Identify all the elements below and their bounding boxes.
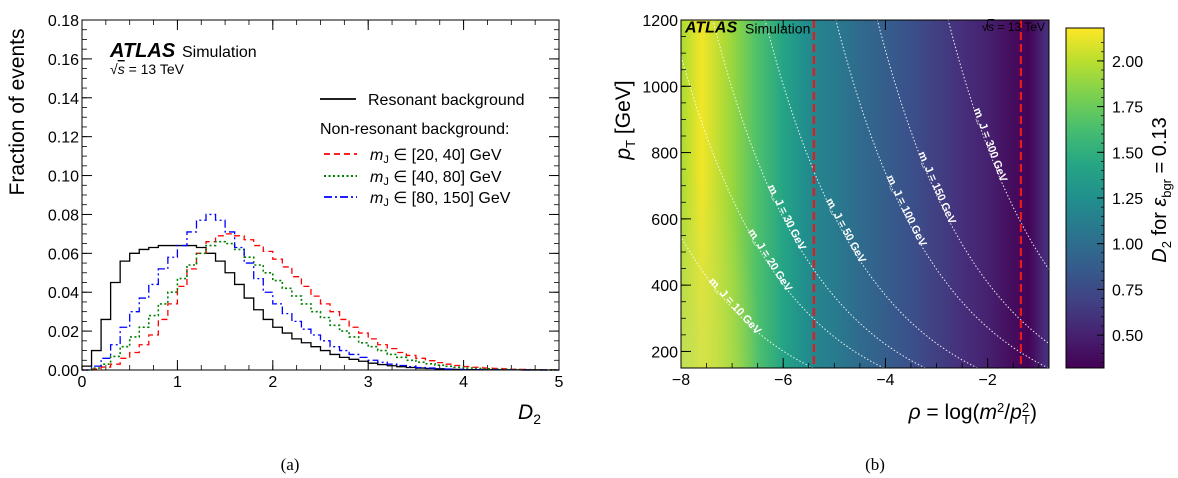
mass-contour — [835, 20, 1049, 368]
mass-contour — [764, 20, 978, 368]
colorbar-tick-label: 1.50 — [1112, 145, 1143, 162]
panel-b-atlas-label: ATLAS — [684, 19, 737, 36]
y-tick-label: 800 — [651, 146, 678, 163]
colorbar-tick-label: 2.00 — [1112, 54, 1143, 71]
y-tick-label: 0.10 — [48, 169, 79, 186]
mass-contour — [876, 20, 1049, 345]
panel-b-caption: (b) — [865, 455, 885, 474]
x-tick-label: −8 — [672, 372, 690, 389]
panel-a-caption: (a) — [281, 455, 300, 474]
panel-b-simulation-label: Simulation — [745, 20, 810, 36]
colorbar-tick-label: 1.25 — [1112, 191, 1143, 208]
mass-contour — [681, 235, 814, 368]
panel-a-simulation-label: Simulation — [182, 44, 257, 61]
x-tick-label: 4 — [459, 374, 468, 391]
series-line-0 — [81, 244, 559, 371]
panel-a-series — [81, 213, 559, 371]
series-line-1 — [82, 233, 559, 371]
y-tick-label: 0.02 — [48, 324, 79, 341]
y-tick-label: 0.18 — [48, 13, 79, 30]
colorbar-ticks: 0.50 0.75 1.00 1.25 1.50 1.75 2.00 — [1097, 42, 1143, 363]
panel-b-frame — [680, 19, 1050, 369]
panel-b-ticks: −8 −6 −4 −2 200 400 600 800 1000 1200 — [642, 13, 1040, 389]
y-tick-label: 400 — [651, 278, 678, 295]
legend-label-40-80: mJ ∈ [40, 80] GeV — [370, 169, 502, 188]
panel-b-cut-lines — [812, 20, 1022, 368]
heatmap-low-pt-shading — [681, 20, 821, 368]
panel-b-ylabel: pT [GeV] — [612, 80, 638, 160]
mass-contour — [681, 53, 885, 368]
y-tick-label: 0.04 — [48, 285, 79, 302]
x-tick-label: 0 — [78, 374, 87, 391]
x-tick-label: −6 — [774, 372, 792, 389]
x-tick-label: −2 — [979, 372, 997, 389]
x-tick-label: −4 — [876, 372, 894, 389]
legend-label-resonant: Resonant background — [368, 92, 525, 109]
y-tick-label: 0.16 — [48, 52, 79, 69]
colorbar-tick-label: 1.00 — [1112, 237, 1143, 254]
legend-label-20-40: mJ ∈ [20, 40] GeV — [370, 147, 502, 166]
panel-a-frame — [81, 19, 560, 371]
panel-a-histogram: 0 1 2 3 4 5 0.00 0.02 0.04 0.06 0.08 0.10 0.12 0.14 0.… — [6, 13, 564, 474]
y-tick-label: 600 — [651, 212, 678, 229]
y-tick-label: 0.08 — [48, 207, 79, 224]
y-tick-label: 0.00 — [48, 363, 79, 380]
y-tick-label: 0.06 — [48, 246, 79, 263]
x-tick-label: 2 — [268, 374, 277, 391]
panel-a-atlas-label: ATLAS — [109, 40, 176, 62]
panel-a-legend: Resonant background Non-resonant backgro… — [320, 92, 525, 209]
mass-contour — [712, 20, 926, 368]
y-tick-label: 1200 — [642, 13, 678, 30]
y-tick-label: 200 — [651, 344, 678, 361]
colorbar-tick-label: 1.75 — [1112, 100, 1143, 117]
legend-header-nonresonant: Non-resonant background: — [320, 121, 509, 138]
panel-b-xlabel: ρ = log(m2/p2 T) — [908, 400, 1037, 427]
panel-a-xlabel: D2 — [518, 401, 541, 427]
x-tick-label: 1 — [173, 374, 182, 391]
svg-text:√s = 13 TeV: √s = 13 TeV — [110, 61, 185, 77]
colorbar-label: D2 for εbgr = 0.13 — [1149, 117, 1174, 262]
panel-b-energy-label: √s = 13 TeV — [982, 20, 1045, 34]
x-tick-label: 5 — [555, 374, 564, 391]
y-tick-label: 1000 — [642, 79, 678, 96]
y-tick-label: 0.14 — [48, 91, 79, 108]
x-tick-label: 3 — [364, 374, 373, 391]
legend-label-80-150: mJ ∈ [80, 150] GeV — [370, 190, 511, 209]
panel-a-energy-label: √s = 13 TeV — [110, 61, 185, 77]
mass-contour — [947, 20, 1049, 271]
y-tick-label: 0.12 — [48, 130, 79, 147]
panel-a-ylabel: Fraction of events — [6, 29, 29, 196]
colorbar-tick-label: 0.50 — [1112, 328, 1143, 345]
series-line-2 — [82, 240, 559, 371]
colorbar-tick-label: 0.75 — [1112, 282, 1143, 299]
